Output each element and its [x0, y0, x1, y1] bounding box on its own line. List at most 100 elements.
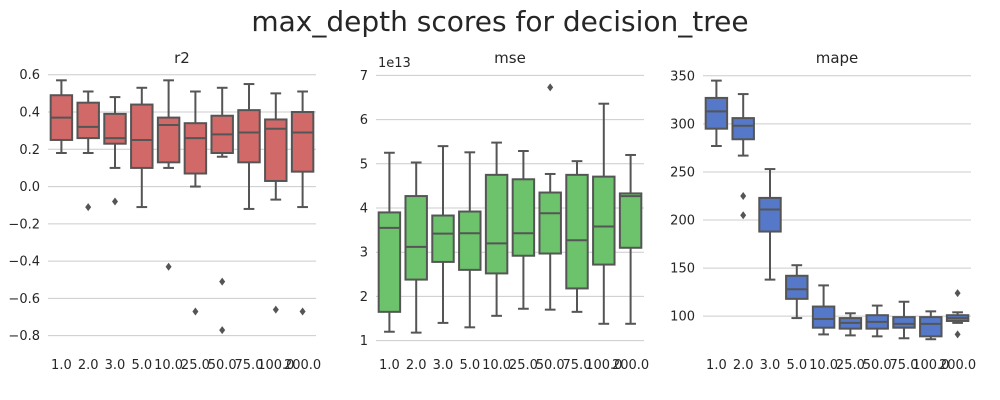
flier-point [740, 211, 747, 220]
flier-point [954, 289, 961, 298]
box-iqr [565, 173, 589, 290]
y-tick-label: 350 [670, 69, 695, 84]
box-iqr [290, 111, 315, 173]
box-50.0 [538, 83, 562, 311]
figure-title: max_depth scores for decision_tree [251, 5, 749, 38]
box-iqr [183, 122, 208, 175]
box-3.0 [103, 96, 127, 206]
box-iqr [618, 192, 643, 249]
x-tick-label: 10.0 [809, 358, 838, 373]
y-tick-label: 0.2 [19, 143, 40, 158]
box-iqr [103, 112, 127, 145]
y-tick-label: 100 [670, 310, 695, 325]
panel-title: mape [816, 49, 859, 67]
box-1.0 [377, 151, 402, 333]
box-iqr [156, 116, 181, 164]
y-tick-label: 4 [360, 202, 368, 217]
box-iqr [785, 274, 809, 300]
box-5.0 [785, 264, 809, 320]
box-25.0 [838, 312, 863, 337]
x-tick-label: 50.0 [863, 358, 892, 373]
y-tick-label: 300 [670, 117, 695, 132]
flier-point [219, 277, 226, 286]
x-tick-label: 2.0 [733, 358, 754, 373]
y-tick-label: 6 [360, 113, 368, 128]
box-iqr [758, 196, 782, 233]
y-tick-label: 0.4 [19, 106, 40, 121]
box-iqr [76, 101, 100, 140]
box-5.0 [458, 151, 482, 329]
x-tick-label: 10.0 [154, 358, 183, 373]
box-200.0 [290, 90, 315, 316]
flier-point [299, 307, 306, 316]
flier-point [112, 197, 118, 206]
box-iqr [458, 210, 482, 271]
y-tick-label: 200 [670, 214, 695, 229]
box-iqr [377, 211, 402, 313]
flier-point [272, 305, 279, 314]
panel-title: r2 [174, 49, 190, 67]
box-iqr [592, 175, 616, 266]
box-100.0 [264, 92, 288, 314]
y-tick-label: 1 [360, 334, 368, 349]
box-3.0 [431, 145, 455, 324]
box-25.0 [511, 149, 536, 310]
box-5.0 [130, 86, 154, 209]
box-75.0 [892, 300, 916, 340]
box-iqr [919, 316, 943, 338]
box-3.0 [758, 168, 782, 281]
x-tick-label: 3.0 [433, 358, 454, 373]
box-2.0 [404, 161, 428, 334]
box-iqr [484, 173, 509, 275]
box-50.0 [865, 304, 889, 338]
y-tick-label: −0.4 [8, 255, 40, 270]
x-tick-label: 50.0 [208, 358, 237, 373]
y-tick-label: 2 [360, 290, 368, 305]
x-tick-label: 200.0 [284, 358, 321, 373]
panel-mse: 7 6 5 4 3 2 1 mse 1e13 1.0 2.0 3.0 5.0 10.025.050.075… [360, 49, 649, 373]
box-iqr [511, 178, 536, 257]
x-tick-label: 1.0 [706, 358, 727, 373]
box-iqr [431, 214, 455, 263]
x-tick-label: 5.0 [131, 358, 152, 373]
box-75.0 [237, 83, 261, 210]
x-tick-label: 5.0 [786, 358, 807, 373]
box-1.0 [49, 79, 74, 155]
x-tick-label: 100.0 [585, 358, 622, 373]
x-tick-label: 2.0 [78, 358, 99, 373]
box-10.0 [811, 284, 836, 336]
box-iqr [892, 316, 916, 329]
box-iqr [731, 117, 755, 141]
box-100.0 [592, 102, 616, 325]
box-iqr [704, 96, 729, 130]
y-tick-label: 3 [360, 246, 368, 261]
x-tick-label: 25.0 [181, 358, 210, 373]
box-200.0 [618, 153, 643, 325]
y-tick-label: −0.2 [8, 217, 40, 232]
x-tick-label: 50.0 [536, 358, 565, 373]
box-200.0 [945, 289, 970, 339]
x-tick-label: 100.0 [257, 358, 294, 373]
y-tick-label: 0.6 [19, 68, 40, 83]
y-tick-label: −0.6 [8, 292, 40, 307]
box-1.0 [704, 79, 729, 147]
x-tick-label: 200.0 [612, 358, 649, 373]
y-tick-label: −0.8 [8, 329, 40, 344]
x-tick-label: 3.0 [105, 358, 126, 373]
x-tick-label: 75.0 [563, 358, 592, 373]
x-tick-label: 25.0 [836, 358, 865, 373]
box-10.0 [156, 79, 181, 271]
panel-mape: 350 300 250 200 150 100 mape 1.0 2.0 3.0 5.0 10.025… [670, 49, 976, 373]
x-tick-label: 100.0 [912, 358, 949, 373]
y-tick-label: 0.0 [19, 180, 40, 195]
x-tick-label: 1.0 [379, 358, 400, 373]
box-2.0 [76, 90, 100, 212]
x-tick-label: 2.0 [406, 358, 427, 373]
box-75.0 [565, 160, 589, 313]
flier-point [547, 83, 554, 92]
y-tick-label: 5 [360, 157, 368, 172]
axis-offset-text: 1e13 [378, 56, 411, 71]
x-tick-label: 5.0 [459, 358, 480, 373]
panel-title: mse [494, 49, 526, 67]
